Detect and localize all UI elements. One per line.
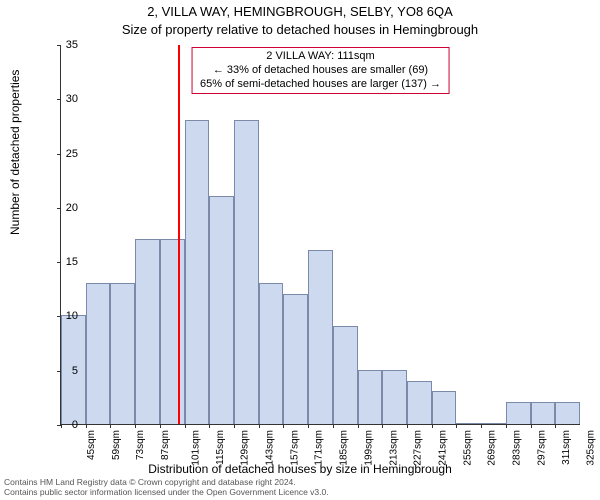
histogram-bar [185,120,210,424]
histogram-bar [160,239,185,424]
x-tick-mark [110,424,111,428]
y-tick-mark [57,45,61,46]
histogram-bar [135,239,160,424]
x-tick-label: 283sqm [512,430,523,466]
x-tick-mark [506,424,507,428]
chart-plot-area: 2 VILLA WAY: 111sqm ← 33% of detached ho… [60,45,580,425]
x-tick-mark [135,424,136,428]
x-tick-mark [185,424,186,428]
y-tick-label: 25 [66,148,78,160]
x-tick-mark [407,424,408,428]
y-tick-label: 10 [66,310,78,322]
attribution-footer: Contains HM Land Registry data © Crown c… [4,478,329,498]
x-tick-label: 115sqm [214,430,225,465]
y-tick-label: 30 [66,93,78,105]
histogram-bar [358,370,383,424]
chart-subtitle: Size of property relative to detached ho… [0,22,600,37]
x-tick-label: 311sqm [560,430,571,465]
y-tick-mark [57,262,61,263]
x-tick-mark [160,424,161,428]
x-tick-mark [456,424,457,428]
y-tick-mark [57,208,61,209]
histogram-bar [531,402,556,424]
x-tick-mark [61,424,62,428]
property-size-marker [178,45,180,424]
x-tick-mark [481,424,482,428]
y-tick-label: 15 [66,256,78,268]
x-tick-mark [531,424,532,428]
y-tick-mark [57,154,61,155]
y-tick-label: 35 [66,39,78,51]
footer-line2: Contains public sector information licen… [4,488,329,498]
histogram-bar [308,250,333,424]
x-tick-label: 255sqm [462,430,473,466]
x-tick-mark [234,424,235,428]
x-tick-label: 157sqm [289,430,300,466]
infobox-line3: 65% of semi-detached houses are larger (… [200,78,441,92]
x-tick-mark [382,424,383,428]
histogram-bar [481,423,506,424]
histogram-bar [259,283,284,424]
x-tick-mark [432,424,433,428]
x-tick-mark [333,424,334,428]
histogram-bar [456,423,481,424]
x-tick-mark [555,424,556,428]
x-tick-mark [358,424,359,428]
chart-title-address: 2, VILLA WAY, HEMINGBROUGH, SELBY, YO8 6… [0,4,600,19]
histogram-bar [407,381,432,424]
histogram-bar [110,283,135,424]
histogram-bar [283,294,308,424]
histogram-bar [382,370,407,424]
x-tick-mark [209,424,210,428]
x-tick-label: 227sqm [413,430,424,466]
x-tick-label: 101sqm [190,430,201,466]
x-tick-mark [259,424,260,428]
x-tick-label: 143sqm [265,430,276,466]
x-tick-label: 297sqm [536,430,547,466]
y-tick-label: 5 [72,365,78,377]
x-tick-label: 87sqm [160,430,171,460]
histogram-bar [333,326,358,424]
histogram-bar [555,402,580,424]
infobox-line1: 2 VILLA WAY: 111sqm [200,50,441,64]
x-tick-label: 129sqm [240,430,251,466]
histogram-bar [209,196,234,424]
x-tick-label: 325sqm [586,430,597,466]
histogram-bar [506,402,531,424]
histogram-bar [86,283,111,424]
y-axis-label: Number of detached properties [8,70,22,235]
x-tick-label: 73sqm [135,430,146,460]
x-tick-label: 213sqm [388,430,399,466]
x-tick-label: 45sqm [86,430,97,460]
histogram-bar [432,391,457,424]
x-tick-label: 241sqm [438,430,449,466]
x-tick-label: 185sqm [339,430,350,466]
histogram-bar [234,120,259,424]
infobox-line2: ← 33% of detached houses are smaller (69… [200,64,441,78]
x-tick-label: 199sqm [363,430,374,466]
y-tick-label: 0 [72,419,78,431]
y-tick-label: 20 [66,202,78,214]
y-tick-mark [57,99,61,100]
x-tick-label: 171sqm [314,430,325,466]
x-tick-label: 59sqm [111,430,122,460]
x-tick-label: 269sqm [487,430,498,466]
x-tick-mark [308,424,309,428]
x-tick-mark [86,424,87,428]
marker-infobox: 2 VILLA WAY: 111sqm ← 33% of detached ho… [191,47,450,94]
x-tick-mark [283,424,284,428]
